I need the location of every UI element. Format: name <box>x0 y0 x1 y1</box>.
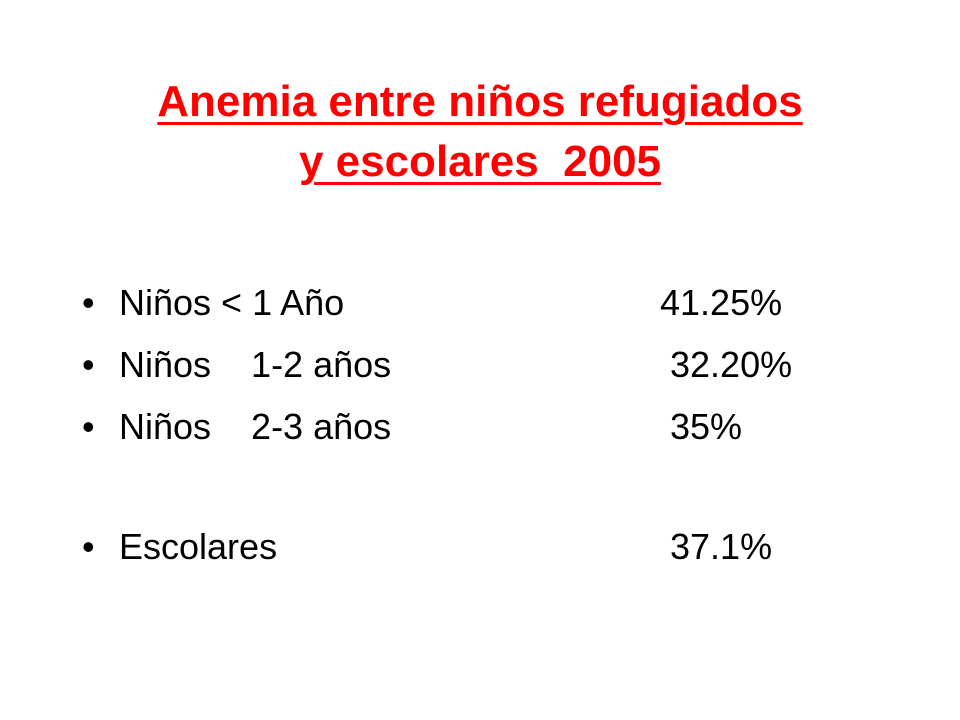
slide-title: Anemia entre niños refugiados y escolare… <box>0 72 960 192</box>
list-item: • Niños 2-3 años 35% <box>82 403 942 451</box>
list-item: • Escolares 37.1% <box>82 523 942 571</box>
item-label: Niños 1-2 años <box>119 344 392 385</box>
title-line-1: Anemia entre niños refugiados <box>157 77 803 126</box>
item-value: 32.20% <box>670 344 793 385</box>
item-label: Niños < 1 Año <box>119 282 345 323</box>
list-item: • Niños < 1 Año 41.25% <box>82 279 942 327</box>
list-item: • Niños 1-2 años 32.20% <box>82 341 942 389</box>
title-line-2: y escolares 2005 <box>298 137 662 186</box>
item-value: 41.25% <box>660 282 783 323</box>
bullet-icon: • <box>82 526 95 567</box>
bullet-icon: • <box>82 406 95 447</box>
item-value: 37.1% <box>670 526 773 567</box>
bullet-icon: • <box>82 282 95 323</box>
item-label: Niños 2-3 años <box>119 406 392 447</box>
item-label: Escolares <box>119 526 278 567</box>
bullet-icon: • <box>82 344 95 385</box>
item-value: 35% <box>670 406 743 447</box>
